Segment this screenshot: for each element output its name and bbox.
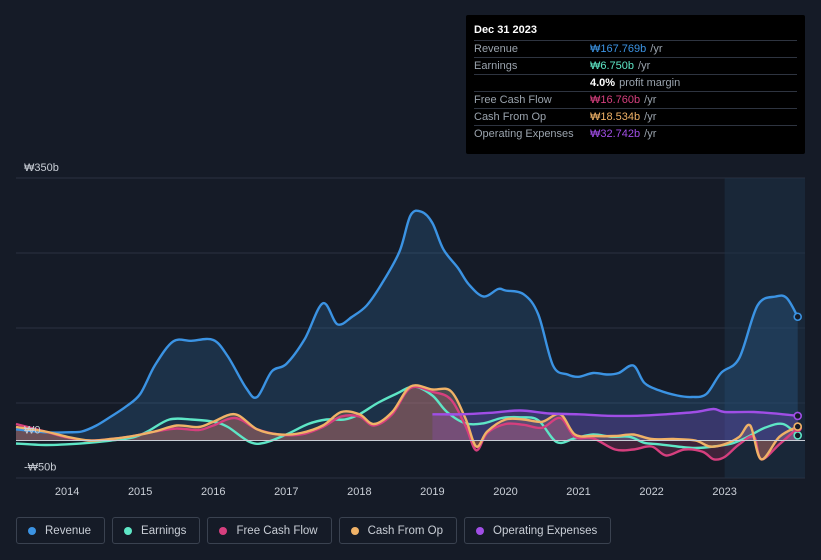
tooltip-row-value: ₩6.750b/yr — [590, 58, 650, 74]
operating-expenses-end-marker — [793, 411, 802, 421]
x-tick-label: 2014 — [55, 486, 79, 498]
cash-from-op-area — [16, 385, 798, 460]
free-cash-flow-area — [16, 386, 798, 460]
tooltip-row: Free Cash Flow ₩16.760b/yr — [474, 92, 797, 109]
legend-dot-icon — [124, 526, 133, 535]
x-tick-label: 2015 — [128, 486, 152, 498]
legend-item-revenue[interactable]: Revenue — [16, 517, 106, 544]
legend-item-free-cash-flow[interactable]: Free Cash Flow — [207, 517, 332, 544]
tooltip-row-label: Cash From Op — [474, 111, 547, 123]
tooltip-row: Earnings ₩6.750b/yr — [474, 58, 797, 75]
tooltip-value-text: ₩167.769b — [590, 43, 647, 55]
legend-item-operating-expenses[interactable]: Operating Expenses — [464, 517, 612, 544]
y-axis-zero-label: ₩0 — [24, 425, 41, 437]
tooltip-panel: Dec 31 2023 Revenue ₩167.769b/yr Earnings ₩… — [466, 15, 805, 154]
tooltip-row: Cash From Op ₩18.534b/yr — [474, 109, 797, 126]
tooltip-value-text: 4.0% — [590, 77, 616, 89]
earnings-line — [15, 385, 799, 450]
tooltip-row: 4.0% profit margin — [474, 75, 797, 92]
x-tick-label: 2020 — [493, 486, 517, 498]
tooltip-row-label: Operating Expenses — [474, 128, 574, 140]
revenue-area — [16, 210, 798, 441]
tooltip-value-text: ₩16.760b — [590, 94, 641, 106]
tooltip-value-text: ₩6.750b — [590, 60, 635, 72]
tooltip-row-label — [474, 75, 590, 91]
legend-item-label: Free Cash Flow — [236, 524, 318, 537]
legend-dot-icon — [28, 526, 36, 535]
tooltip-row-value: ₩32.742b/yr — [590, 126, 656, 142]
revenue-end-marker — [793, 312, 802, 322]
y-axis-top-label: ₩350b — [24, 162, 59, 174]
tooltip-value-text: ₩18.534b — [590, 111, 641, 123]
tooltip-unit-text: /yr — [644, 128, 657, 140]
x-tick-label: 2021 — [566, 486, 590, 498]
tooltip-unit-text: /yr — [638, 60, 651, 72]
legend: Revenue Earnings Free Cash Flow Cash From O… — [16, 517, 612, 544]
tooltip-unit-text: /yr — [644, 94, 657, 106]
cash-from-op-end-marker — [793, 422, 802, 431]
tooltip-value-text: ₩32.742b — [590, 128, 641, 140]
tooltip-row: Revenue ₩167.769b/yr — [474, 41, 797, 58]
tooltip-date: Dec 31 2023 — [474, 23, 797, 41]
legend-item-label: Revenue — [45, 524, 92, 537]
x-tick-label: 2019 — [420, 486, 444, 498]
y-axis-bottom-label: -₩50b — [24, 462, 56, 474]
tooltip-row-label: Revenue — [474, 43, 519, 55]
tooltip-unit-text: profit margin — [619, 77, 681, 89]
x-tick-label: 2016 — [201, 486, 225, 498]
tooltip-row-value: ₩167.769b/yr — [590, 41, 663, 57]
legend-item-label: Operating Expenses — [493, 524, 598, 537]
legend-item-label: Cash From Op — [367, 524, 444, 537]
legend-dot-icon — [476, 526, 485, 535]
legend-dot-icon — [350, 526, 359, 535]
revenue-line — [15, 209, 799, 434]
free-cash-flow-line — [15, 385, 799, 461]
x-tick-label: 2018 — [347, 486, 371, 498]
tooltip-row-label: Earnings — [474, 60, 518, 72]
x-tick-label: 2023 — [712, 486, 736, 498]
tooltip-unit-text: /yr — [644, 111, 657, 123]
x-tick-label: 2022 — [639, 486, 663, 498]
legend-dot-icon — [219, 526, 228, 535]
tooltip-row-value: 4.0% profit margin — [590, 75, 680, 91]
x-tick-label: 2017 — [274, 486, 298, 498]
operating-expenses-line — [432, 407, 798, 418]
tooltip-row: Operating Expenses ₩32.742b/yr — [474, 126, 797, 142]
legend-item-earnings[interactable]: Earnings — [112, 517, 201, 544]
legend-item-label: Earnings — [141, 524, 187, 537]
earnings-end-marker — [793, 431, 802, 440]
legend-item-cash-from-op[interactable]: Cash From Op — [338, 517, 458, 544]
tooltip-row-value: ₩18.534b/yr — [590, 109, 656, 125]
tooltip-row-value: ₩16.760b/yr — [590, 92, 656, 108]
tooltip-row-label: Free Cash Flow — [474, 94, 552, 106]
tooltip-unit-text: /yr — [650, 43, 663, 55]
